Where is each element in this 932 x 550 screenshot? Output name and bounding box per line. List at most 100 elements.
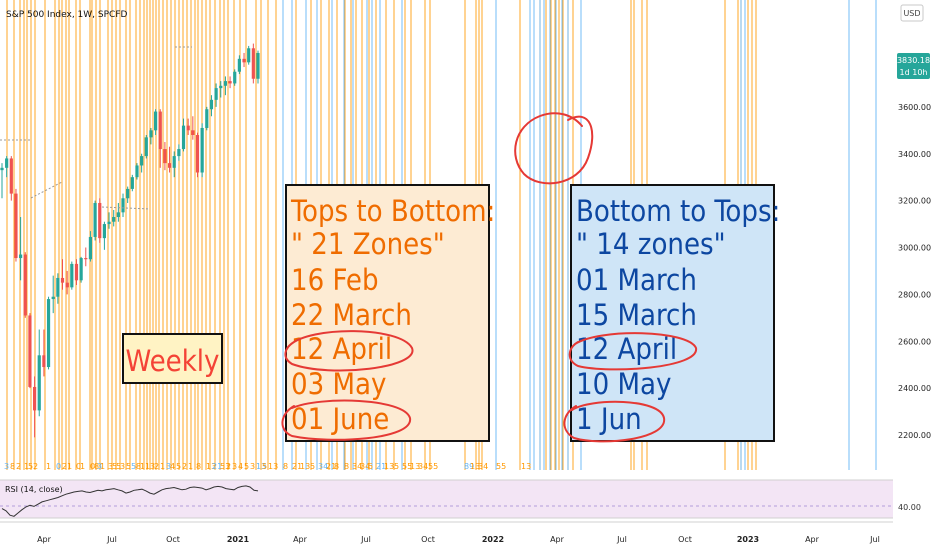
time-zone-line-label: 0 xyxy=(90,462,95,471)
candle-body xyxy=(116,212,120,218)
time-zone-line-label: 3 xyxy=(4,462,9,471)
time-axis-tick-label: Oct xyxy=(166,535,180,544)
dashed-level-line xyxy=(30,181,63,199)
candle-body xyxy=(177,149,181,157)
candle-body xyxy=(186,125,190,131)
price-axis-tick-label: 3400.00 xyxy=(898,150,931,159)
candle-body xyxy=(242,58,246,63)
time-axis-tick-label: 2021 xyxy=(227,535,250,544)
candle-body xyxy=(23,254,27,316)
time-zone-line-label: 34 xyxy=(318,462,328,471)
time-zone-line-label: 3 xyxy=(232,462,237,471)
candle-body xyxy=(93,202,97,237)
circle-12-april-left xyxy=(284,330,414,372)
candle-body xyxy=(56,277,60,297)
time-axis-tick-label: Apr xyxy=(805,535,820,544)
candle-body xyxy=(107,221,111,225)
candle-body xyxy=(121,198,125,213)
time-zone-line-label: 3 xyxy=(97,462,102,471)
time-zone-line-label: 3 xyxy=(166,462,171,471)
candle-body xyxy=(70,263,74,288)
time-zone-line-label: 21 xyxy=(212,462,222,471)
candle-body xyxy=(130,177,134,189)
candle-body xyxy=(181,125,186,150)
right-note-line-7: 1 Jun xyxy=(576,402,642,436)
time-zone-line-label: 2 xyxy=(16,462,21,471)
time-zone-line-label: 5 xyxy=(28,462,33,471)
time-zone-line-label: 2 xyxy=(226,462,231,471)
candle-body xyxy=(200,127,204,173)
candle-body xyxy=(228,81,232,84)
bottom-to-tops-note: Bottom to Tops: " 14 zones" 01 March 15 … xyxy=(570,184,780,442)
time-zone-line-label: 13 xyxy=(256,462,266,471)
circle-01-june-left xyxy=(281,399,412,441)
time-axis-tick-label: Jul xyxy=(360,535,371,544)
weekly-label: Weekly xyxy=(125,344,219,378)
candle-body xyxy=(163,149,167,164)
symbol-title: S&P 500 Index, 1W, SPCFD xyxy=(6,10,128,20)
candle-body xyxy=(195,135,200,173)
candle-body xyxy=(42,355,46,368)
currency-label: USD xyxy=(903,9,920,18)
candle-body xyxy=(135,165,139,178)
candle-body xyxy=(60,277,65,283)
time-zone-line-label: 1 xyxy=(145,462,150,471)
time-zone-line-label: 34 xyxy=(352,462,362,471)
last-price-value: 3830.18 xyxy=(897,56,930,65)
time-axis-tick-label: Jul xyxy=(869,535,880,544)
candle-body xyxy=(126,188,130,199)
candle-body xyxy=(172,156,176,168)
candle-body xyxy=(74,263,79,281)
candle-body xyxy=(84,258,88,260)
time-axis-tick-label: Oct xyxy=(678,535,692,544)
candle-body xyxy=(19,254,23,259)
time-zone-line-label: 5 xyxy=(126,462,131,471)
price-axis-tick-label: 2200.00 xyxy=(898,431,931,440)
right-note-line-2: " 14 zones" xyxy=(576,227,726,261)
time-zone-line-label: 89 xyxy=(464,462,474,471)
candle-body xyxy=(256,52,260,79)
time-axis-tick-label: Jul xyxy=(106,535,117,544)
time-axis-tick-label: Jul xyxy=(616,535,627,544)
time-zone-line-label: 13 xyxy=(521,462,531,471)
time-zone-line-label: 5 xyxy=(244,462,249,471)
time-zone-line-label: 53 xyxy=(220,462,230,471)
candle-body xyxy=(9,158,13,194)
time-zone-line-label: 21 xyxy=(376,462,386,471)
candle-body xyxy=(79,258,83,281)
candle-body xyxy=(205,109,209,128)
time-zone-line-label: 1 xyxy=(188,462,193,471)
time-zone-line-label: 55 xyxy=(428,462,438,471)
rsi-pane[interactable]: RSI (14, close) 40.00 xyxy=(0,479,921,519)
candle-body xyxy=(46,299,51,368)
time-axis-tick-label: Apr xyxy=(550,535,565,544)
currency-button[interactable] xyxy=(900,4,924,22)
left-note-line-2: " 21 Zones" xyxy=(291,227,445,261)
time-zone-line-label: 8 xyxy=(283,462,288,471)
candle-body xyxy=(28,315,32,387)
time-zone-line-label: 21 xyxy=(292,462,302,471)
time-zone-line-label: 5 xyxy=(368,462,373,471)
time-zone-line-label: 34 xyxy=(360,462,370,471)
time-zone-line-label: 34 xyxy=(478,462,488,471)
rsi-level-value: 40.00 xyxy=(898,503,921,512)
candle-body xyxy=(251,48,255,79)
price-axis-tick-label: 3000.00 xyxy=(898,244,931,253)
time-zone-line-label: 13 xyxy=(470,462,480,471)
time-zone-line-label: 3 xyxy=(250,462,255,471)
candle-body xyxy=(51,296,55,300)
time-zone-line-label: 1 xyxy=(24,462,29,471)
time-zone-line-label: 34 xyxy=(418,462,428,471)
candle-body xyxy=(247,48,251,63)
price-axis-tick-label: 3600.00 xyxy=(898,103,931,112)
left-note-line-5: 12 April xyxy=(291,332,392,366)
time-zone-line-label: 1 xyxy=(140,462,145,471)
time-zone-line-label: 55 xyxy=(496,462,506,471)
time-zone-line-label: 2 xyxy=(154,462,159,471)
time-zone-line-label: 5 xyxy=(116,462,121,471)
time-zone-line-label: 4 xyxy=(170,462,175,471)
time-zone-line-label: 2 xyxy=(182,462,187,471)
candle-body xyxy=(37,355,41,411)
candle-body xyxy=(144,137,148,157)
